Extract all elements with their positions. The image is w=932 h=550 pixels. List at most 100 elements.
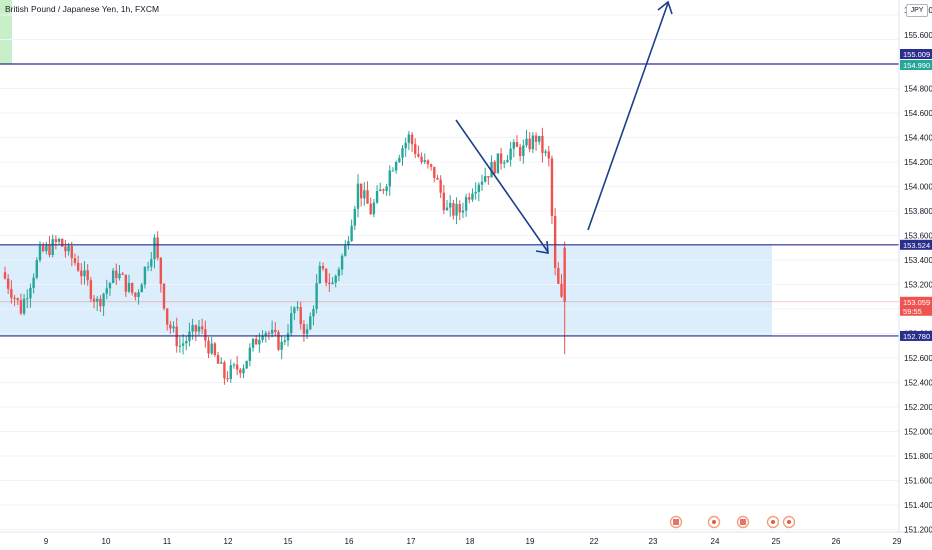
candle-body — [379, 189, 382, 192]
grid — [0, 14, 899, 530]
prev-range-highlight — [0, 0, 12, 64]
candle-body — [251, 338, 255, 348]
candle-body — [350, 225, 353, 242]
price-tick-label: 152.400 — [904, 379, 932, 388]
candle-body — [496, 153, 500, 174]
event-dot-icon[interactable] — [707, 515, 721, 529]
price-tick-label: 153.800 — [904, 207, 932, 216]
price-tick-label: 151.600 — [904, 477, 932, 486]
candle-body — [99, 298, 102, 307]
price-tick-label: 153.200 — [904, 281, 932, 290]
time-tick-label: 12 — [224, 537, 233, 546]
candle-body — [455, 204, 458, 216]
price-tick-label: 154.400 — [904, 134, 932, 143]
candle-body — [471, 193, 474, 200]
candle-body — [461, 210, 465, 213]
time-tick-label: 18 — [466, 537, 475, 546]
event-dot-icon[interactable] — [766, 515, 780, 529]
candle-body — [312, 309, 315, 317]
candle-body — [105, 288, 108, 294]
candle-body — [506, 159, 509, 163]
price-badge-label: 153.524 — [903, 241, 930, 250]
candle-body — [324, 268, 328, 283]
price-badge — [900, 239, 932, 250]
event-flag-icon[interactable] — [669, 515, 683, 529]
level-lines — [0, 63, 899, 337]
candle-body — [242, 368, 245, 374]
candle-body — [531, 135, 535, 150]
candle-body — [267, 333, 271, 335]
candle-body — [468, 197, 471, 200]
event-flag-icon[interactable] — [736, 515, 750, 529]
candle-body — [401, 148, 404, 158]
time-tick-label: 22 — [590, 537, 599, 546]
time-tick-label: 23 — [649, 537, 658, 546]
candle-body — [162, 283, 166, 309]
currency-button[interactable]: JPY — [906, 4, 928, 17]
candle-body — [385, 186, 388, 191]
time-tick-label: 16 — [345, 537, 354, 546]
candle-body — [417, 153, 420, 157]
candle-body — [204, 329, 207, 341]
candle-body — [321, 266, 325, 269]
candle-body — [48, 245, 51, 255]
candle-body — [318, 266, 322, 284]
time-axis[interactable]: 9 10 11 12 15 16 17 18 19 22 23 24 25 26 29 — [44, 537, 902, 546]
candle-body — [86, 270, 89, 281]
price-badge-label: 153.059 — [903, 298, 930, 307]
candle-body — [194, 325, 197, 332]
candle-body — [340, 255, 344, 270]
up-arrow-line — [587, 2, 669, 231]
price-axis[interactable]: 155.800155.600154.800154.600154.400154.2… — [904, 6, 932, 535]
candle-body — [54, 239, 58, 242]
price-badge-label: 154.990 — [903, 61, 930, 70]
time-tick-label: 29 — [893, 537, 902, 546]
candle-body — [474, 191, 477, 194]
candle-body — [375, 191, 379, 203]
candle-body — [534, 135, 538, 142]
candle-body — [239, 369, 242, 374]
candle-body — [426, 160, 430, 165]
candle-body — [108, 282, 112, 289]
price-tick-label: 151.200 — [904, 526, 932, 535]
candle-body — [181, 343, 185, 346]
economic-events[interactable] — [669, 515, 796, 529]
candle-body — [274, 329, 277, 332]
candle-body — [232, 364, 236, 366]
price-tick-label: 154.600 — [904, 109, 932, 118]
time-tick-label: 11 — [163, 537, 172, 546]
candle-body — [493, 161, 496, 174]
candle-body — [61, 239, 64, 247]
candle-body — [302, 324, 306, 334]
candle-body — [57, 239, 61, 242]
candle-body — [290, 313, 293, 334]
candle-body — [178, 345, 182, 347]
candle-body — [480, 181, 484, 185]
candle-body — [309, 316, 312, 330]
candle-body — [89, 280, 93, 299]
candle-body — [73, 258, 77, 263]
candle-body — [146, 266, 150, 268]
candle-body — [41, 245, 45, 252]
candle-body — [102, 293, 105, 307]
candle-body — [115, 270, 118, 279]
candle-body — [518, 146, 522, 157]
symbol-title: British Pound / Japanese Yen, 1h, FXCM — [5, 4, 160, 14]
candle-body — [264, 333, 267, 336]
candle-body — [140, 284, 143, 293]
candle-body — [544, 151, 547, 153]
event-dot-icon[interactable] — [782, 515, 796, 529]
price-tick-label: 153.600 — [904, 232, 932, 241]
candle-body — [382, 189, 385, 191]
candle-body — [134, 292, 137, 297]
candle-body — [515, 142, 519, 147]
candle-body — [458, 204, 461, 213]
candle-body — [407, 134, 411, 143]
candle-body — [38, 245, 42, 261]
candle-body — [245, 360, 248, 369]
candle-body — [6, 278, 10, 289]
candle-body — [528, 138, 531, 150]
candle-body — [197, 326, 201, 332]
